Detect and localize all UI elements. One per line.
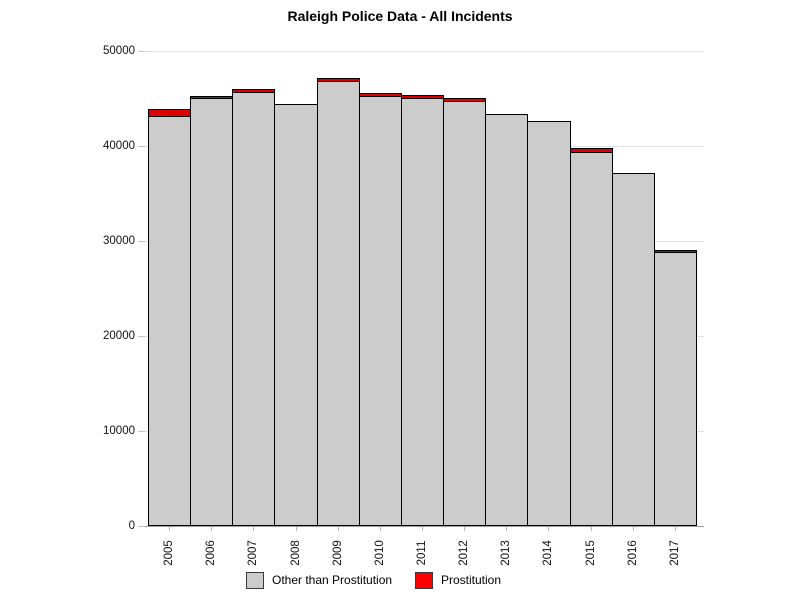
y-axis-tick bbox=[138, 51, 145, 52]
x-axis-label-2012: 2012 bbox=[458, 540, 470, 566]
bar-2012-prostitution-segment bbox=[443, 98, 486, 102]
x-axis-label-2017: 2017 bbox=[669, 540, 681, 566]
bar-2012-other-segment bbox=[443, 98, 486, 526]
x-axis-tick bbox=[380, 527, 381, 531]
bar-2005-prostitution-segment bbox=[148, 109, 191, 117]
legend-label-prostitution: Prostitution bbox=[441, 573, 502, 587]
bar-2005-other-segment bbox=[148, 109, 191, 526]
y-axis-tick bbox=[138, 146, 145, 147]
x-axis-label-2008: 2008 bbox=[290, 540, 302, 566]
x-axis-label-2005: 2005 bbox=[163, 540, 175, 566]
bar-2009-prostitution-segment bbox=[317, 78, 360, 82]
y-axis-tick bbox=[138, 526, 145, 527]
y-axis-label-30000: 30000 bbox=[103, 235, 135, 247]
x-axis-tick bbox=[296, 527, 297, 531]
bar-2013-other-segment bbox=[485, 114, 528, 526]
legend-label-other: Other than Prostitution bbox=[272, 573, 393, 587]
x-axis-tick bbox=[506, 527, 507, 531]
gridline-50000 bbox=[145, 51, 704, 52]
x-axis-label-2006: 2006 bbox=[205, 540, 217, 566]
bar-2017-prostitution-segment bbox=[654, 250, 697, 253]
x-axis-tick bbox=[169, 527, 170, 531]
x-axis-tick bbox=[591, 527, 592, 531]
x-axis-label-2007: 2007 bbox=[247, 540, 259, 566]
x-axis-label-2011: 2011 bbox=[416, 540, 428, 566]
bar-2009-other-segment bbox=[317, 78, 360, 526]
y-axis-label-10000: 10000 bbox=[103, 425, 135, 437]
bar-2017-other-segment bbox=[654, 250, 697, 526]
bar-2011-other-segment bbox=[401, 95, 444, 526]
x-axis-label-2014: 2014 bbox=[542, 540, 554, 566]
x-axis-label-2013: 2013 bbox=[500, 540, 512, 566]
x-axis-tick bbox=[338, 527, 339, 531]
x-axis-tick bbox=[211, 527, 212, 531]
x-axis-tick bbox=[633, 527, 634, 531]
chart-legend: Other than Prostitution Prostitution bbox=[0, 571, 800, 591]
bar-2011-prostitution-segment bbox=[401, 95, 444, 99]
y-axis-tick bbox=[138, 431, 145, 432]
x-axis-tick bbox=[253, 527, 254, 531]
x-axis-tick bbox=[422, 527, 423, 531]
x-axis-line bbox=[145, 526, 704, 527]
bar-2010-prostitution-segment bbox=[359, 93, 402, 97]
x-axis-tick bbox=[548, 527, 549, 531]
y-axis-label-20000: 20000 bbox=[103, 330, 135, 342]
x-axis-tick bbox=[464, 527, 465, 531]
y-axis-label-0: 0 bbox=[128, 520, 135, 532]
bar-2016-other-segment bbox=[612, 173, 655, 526]
x-axis-label-2016: 2016 bbox=[627, 540, 639, 566]
legend-item-other: Other than Prostitution bbox=[246, 571, 392, 589]
bar-2014-other-segment bbox=[527, 121, 571, 526]
y-axis-label-50000: 50000 bbox=[103, 45, 135, 57]
bar-2007-other-segment bbox=[232, 89, 275, 526]
legend-swatch-other-icon bbox=[246, 571, 264, 589]
legend-item-prostitution: Prostitution bbox=[415, 571, 501, 589]
bar-2006-other-segment bbox=[190, 96, 233, 526]
bar-2007-prostitution-segment bbox=[232, 89, 275, 93]
bar-2008-other-segment bbox=[274, 104, 318, 526]
x-axis-tick bbox=[675, 527, 676, 531]
x-axis-label-2010: 2010 bbox=[374, 540, 386, 566]
bar-2010-other-segment bbox=[359, 93, 402, 526]
y-axis-tick bbox=[138, 241, 145, 242]
x-axis-label-2009: 2009 bbox=[332, 540, 344, 566]
bar-2006-prostitution-segment bbox=[190, 96, 233, 99]
y-axis-tick bbox=[138, 336, 145, 337]
chart-title: Raleigh Police Data - All Incidents bbox=[287, 8, 513, 24]
y-axis-label-40000: 40000 bbox=[103, 140, 135, 152]
x-axis-label-2015: 2015 bbox=[585, 540, 597, 566]
bar-2015-other-segment bbox=[570, 148, 613, 526]
bar-2015-prostitution-segment bbox=[570, 148, 613, 153]
legend-swatch-prostitution-icon bbox=[415, 571, 433, 589]
